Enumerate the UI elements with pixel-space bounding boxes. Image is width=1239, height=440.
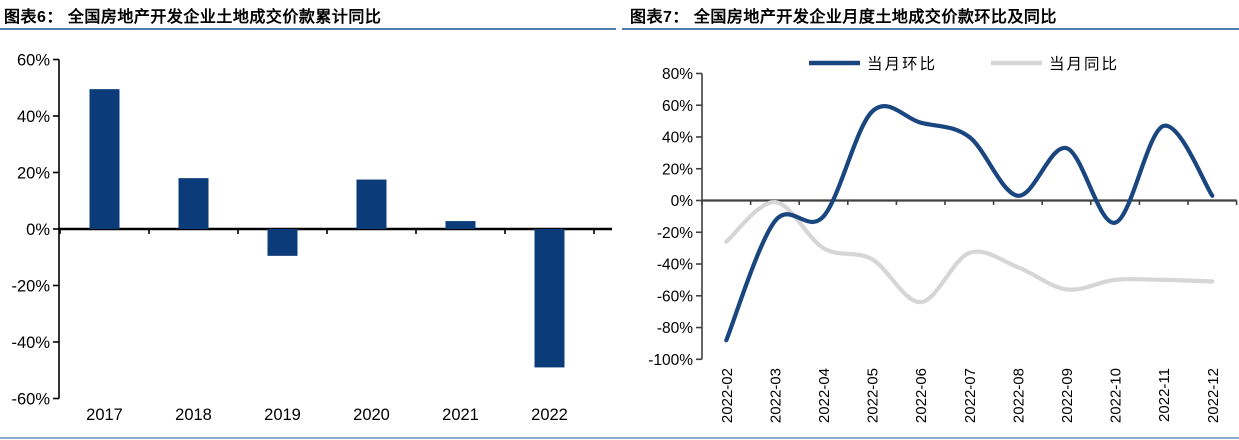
x-tick-label: 2019 <box>264 406 301 424</box>
legend: 当月环比 当月同比 <box>809 55 1119 73</box>
bar-2022 <box>534 229 565 368</box>
y-tick-label: -40% <box>11 334 50 352</box>
y-tick-label: -80% <box>657 320 693 337</box>
x-tick-label: 2022-04 <box>816 368 833 423</box>
y-tick-label: 40% <box>17 108 50 126</box>
y-axis: 60% 40% 20% 0% -20% -40% -60% <box>11 51 60 408</box>
x-tick-label: 2022-10 <box>1108 368 1125 423</box>
y-tick-label: 20% <box>662 161 693 178</box>
figure6-title-rule <box>0 28 616 30</box>
bar-2019 <box>267 229 298 256</box>
x-tick-label: 2022-11 <box>1156 368 1173 422</box>
y-tick-label: 80% <box>662 66 693 83</box>
y-tick-label: 0% <box>26 221 50 239</box>
bar-2021 <box>445 221 476 229</box>
x-tick-label: 2022-07 <box>962 368 979 423</box>
x-tick-label: 2022-03 <box>767 368 784 423</box>
series-line-当月环比 <box>724 104 1215 343</box>
y-tick-label: -20% <box>657 225 693 242</box>
x-axis: 2022-02 2022-03 2022-04 2022-05 2022-06 2022-… <box>701 199 1238 423</box>
figure7-line-chart: 80% 60% 40% 20% 0% -20% -40% -60% -80% -100% 2022-… <box>648 55 1238 423</box>
y-tick-label: 40% <box>662 130 693 147</box>
legend-label-当月环比: 当月环比 <box>867 55 937 73</box>
x-tick-label: 2020 <box>353 406 390 424</box>
y-tick-label: 60% <box>662 98 693 115</box>
y-tick-label: -40% <box>657 257 693 274</box>
figure7-panel: 图表7： 全国房地产开发企业月度土地成交价款环比及同比 80% 60% 40% 20%… <box>618 0 1239 440</box>
figure7-title-rule <box>622 28 1239 30</box>
bottom-separator-rule <box>0 437 1239 439</box>
y-axis: 80% 60% 40% 20% 0% -20% -40% -60% -80% -100% <box>648 66 703 369</box>
y-tick-label: -60% <box>657 288 693 305</box>
x-tick-label: 2022 <box>531 406 568 424</box>
y-tick-label: 0% <box>671 193 694 210</box>
y-tick-label: -20% <box>11 277 50 295</box>
figure7-title: 图表7： 全国房地产开发企业月度土地成交价款环比及同比 <box>630 9 1057 26</box>
x-tick-label: 2017 <box>86 406 123 424</box>
figure6-bar-chart: 60%40%20%0%-20%-40%-60%2017 2018 2019 2020 2… <box>11 51 612 424</box>
bar-2020 <box>356 179 387 229</box>
series-line-当月同比 <box>724 199 1215 305</box>
x-axis: 2017 2018 2019 2020 2021 2022 <box>59 227 612 424</box>
y-tick-label: -60% <box>11 390 50 408</box>
bar-2017 <box>89 89 120 229</box>
x-tick-label: 2018 <box>175 406 212 424</box>
y-tick-label: 20% <box>17 164 50 182</box>
x-tick-label: 2022-02 <box>719 368 736 423</box>
x-tick-label: 2022-08 <box>1010 368 1027 423</box>
y-tick-label: -100% <box>648 352 693 369</box>
x-tick-label: 2022-12 <box>1205 368 1222 423</box>
x-tick-label: 2021 <box>442 406 479 424</box>
x-tick-label: 2022-09 <box>1059 368 1076 423</box>
legend-label-当月同比: 当月同比 <box>1049 55 1119 73</box>
x-tick-label: 2022-06 <box>913 368 930 423</box>
figure6-panel: 图表6： 全国房地产开发企业土地成交价款累计同比 60% 40% 20% 0% -20%… <box>0 0 618 440</box>
x-tick-label: 2022-05 <box>865 368 882 423</box>
bars <box>89 89 565 368</box>
y-tick-label: 60% <box>17 51 50 69</box>
bar-2018 <box>178 178 209 229</box>
figure6-title: 图表6： 全国房地产开发企业土地成交价款累计同比 <box>4 9 382 26</box>
